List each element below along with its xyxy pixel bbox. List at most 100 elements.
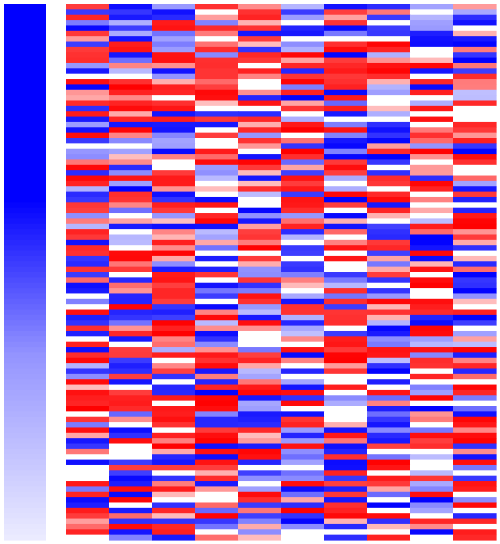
heatmap-cell bbox=[195, 475, 239, 482]
heatmap-cell bbox=[195, 357, 239, 364]
heatmap-cell bbox=[152, 223, 196, 230]
heatmap-cell bbox=[453, 336, 497, 343]
heatmap-cell bbox=[367, 111, 411, 118]
heatmap-cell bbox=[66, 68, 110, 75]
heatmap-cell bbox=[238, 175, 282, 182]
heatmap-cell bbox=[109, 73, 153, 80]
heatmap-cell bbox=[367, 523, 411, 530]
side-bar-cell bbox=[4, 416, 46, 423]
heatmap-cell bbox=[109, 475, 153, 482]
heatmap-cell bbox=[66, 143, 110, 150]
heatmap-cell bbox=[453, 143, 497, 150]
heatmap-cell bbox=[238, 250, 282, 257]
heatmap-cell bbox=[453, 481, 497, 487]
heatmap-cell bbox=[453, 95, 497, 102]
heatmap-cell bbox=[238, 20, 282, 27]
heatmap-cell bbox=[453, 427, 497, 434]
heatmap-cell bbox=[324, 250, 368, 257]
side-bar-cell bbox=[4, 52, 46, 59]
heatmap-cell bbox=[66, 223, 110, 230]
heatmap-cell bbox=[410, 9, 454, 16]
heatmap-cell bbox=[453, 234, 497, 241]
heatmap-cell bbox=[109, 62, 153, 69]
heatmap-cell bbox=[367, 138, 411, 144]
heatmap-cell bbox=[66, 261, 110, 268]
heatmap-cell bbox=[66, 138, 110, 144]
heatmap-cell bbox=[109, 154, 153, 161]
heatmap-cell bbox=[66, 121, 110, 128]
heatmap-cell bbox=[410, 304, 454, 311]
heatmap-cell bbox=[410, 207, 454, 214]
heatmap-cell bbox=[367, 116, 411, 123]
heatmap-cell bbox=[410, 389, 454, 396]
heatmap-cell bbox=[324, 116, 368, 123]
heatmap-cell bbox=[195, 379, 239, 386]
heatmap-cell bbox=[453, 529, 497, 536]
heatmap-cell bbox=[66, 368, 110, 375]
heatmap-cell bbox=[195, 62, 239, 69]
heatmap-cell bbox=[324, 164, 368, 171]
heatmap-cell bbox=[195, 266, 239, 273]
heatmap-cell bbox=[410, 261, 454, 268]
side-bar-cell bbox=[4, 309, 46, 316]
heatmap-cell bbox=[238, 427, 282, 434]
heatmap-cell bbox=[152, 395, 196, 402]
heatmap-cell bbox=[367, 52, 411, 59]
side-bar-cell bbox=[4, 41, 46, 48]
heatmap-cell bbox=[281, 448, 325, 455]
side-bar-cell bbox=[4, 95, 46, 102]
heatmap-cell bbox=[453, 518, 497, 525]
heatmap-cell bbox=[410, 470, 454, 477]
side-bar-cell bbox=[4, 143, 46, 150]
heatmap-cell bbox=[152, 4, 196, 10]
heatmap-cell bbox=[238, 186, 282, 193]
heatmap-cell bbox=[66, 341, 110, 348]
heatmap-cell bbox=[238, 513, 282, 520]
heatmap-cell bbox=[152, 325, 196, 332]
side-bar-cell bbox=[4, 406, 46, 412]
heatmap-cell bbox=[195, 127, 239, 134]
heatmap-cell bbox=[109, 9, 153, 16]
heatmap-cell bbox=[152, 491, 196, 498]
heatmap-cell bbox=[453, 20, 497, 27]
heatmap-cell bbox=[367, 9, 411, 16]
heatmap-cell bbox=[324, 384, 368, 391]
heatmap-cell bbox=[410, 454, 454, 461]
heatmap-cell bbox=[238, 30, 282, 37]
heatmap-cell bbox=[453, 159, 497, 166]
heatmap-cell bbox=[324, 309, 368, 316]
heatmap-cell bbox=[410, 36, 454, 43]
side-bar-cell bbox=[4, 325, 46, 332]
heatmap-cell bbox=[281, 459, 325, 466]
side-bar-cell bbox=[4, 336, 46, 343]
side-bar-cell bbox=[4, 223, 46, 230]
heatmap-cell bbox=[324, 448, 368, 455]
side-bar-cell bbox=[4, 186, 46, 193]
heatmap-cell bbox=[195, 255, 239, 262]
heatmap-cell bbox=[410, 320, 454, 327]
heatmap-cell bbox=[324, 422, 368, 429]
heatmap-cell bbox=[66, 266, 110, 273]
side-bar-cell bbox=[4, 347, 46, 353]
heatmap-cell bbox=[453, 373, 497, 380]
heatmap-cell bbox=[238, 234, 282, 241]
heatmap-cell bbox=[152, 432, 196, 439]
side-bar-cell bbox=[4, 116, 46, 123]
heatmap-cell bbox=[410, 229, 454, 236]
heatmap-cell bbox=[238, 400, 282, 407]
heatmap-cell bbox=[152, 261, 196, 268]
heatmap-cell bbox=[238, 373, 282, 380]
heatmap-cell bbox=[367, 14, 411, 21]
heatmap-cell bbox=[410, 379, 454, 386]
heatmap-cell bbox=[410, 325, 454, 332]
heatmap-cell bbox=[281, 293, 325, 300]
heatmap-cell bbox=[152, 507, 196, 514]
heatmap-cell bbox=[410, 400, 454, 407]
heatmap-cell bbox=[367, 89, 411, 96]
heatmap-cell bbox=[66, 46, 110, 53]
heatmap-cell bbox=[195, 406, 239, 412]
heatmap-cell bbox=[195, 9, 239, 16]
heatmap-cell bbox=[152, 272, 196, 278]
heatmap-cell bbox=[410, 277, 454, 284]
heatmap-cell bbox=[66, 475, 110, 482]
